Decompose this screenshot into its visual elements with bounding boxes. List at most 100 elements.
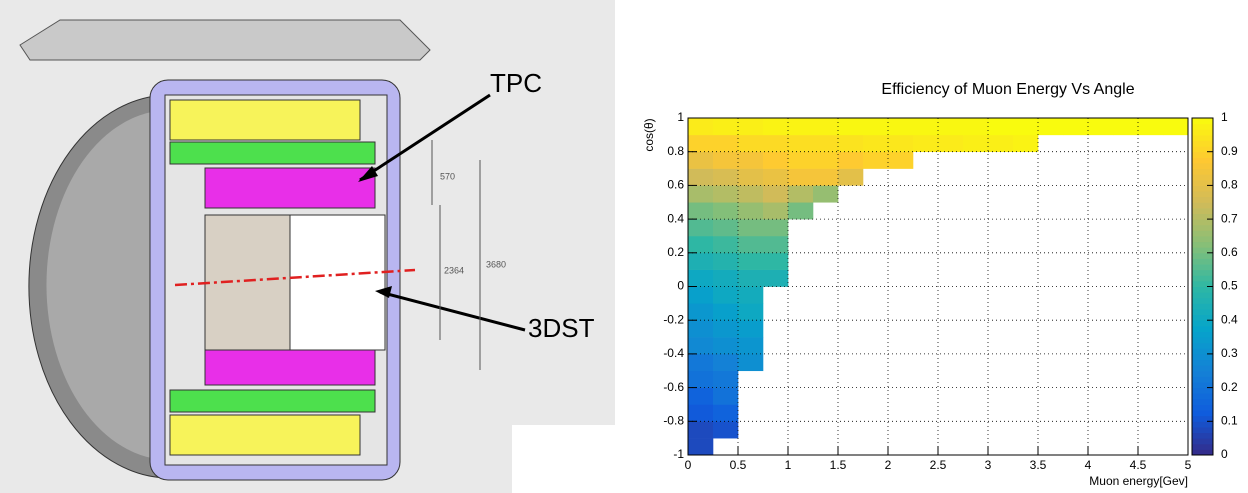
heatmap-cell — [713, 134, 739, 152]
heatmap-cell — [763, 269, 789, 287]
heatmap-cell — [688, 252, 714, 270]
heatmap-cell — [688, 202, 714, 220]
x-tick-label: 0 — [685, 458, 692, 472]
plot: 0 0.5 1 1.5 2 2.5 3 3.5 4 4.5 5 -1 -0.8 -0.6 -0.4 -0.2 0… — [663, 110, 1238, 472]
colorbar-segment — [1192, 376, 1213, 383]
colorbar-segment — [1192, 247, 1213, 254]
heatmap-cell — [713, 269, 739, 287]
heatmap-cell — [788, 202, 814, 220]
heatmap-cell — [788, 134, 814, 152]
heatmap-cell — [963, 134, 989, 152]
heatmap-cell — [688, 118, 714, 136]
colorbar-tick-label: 0.5 — [1221, 279, 1238, 293]
colorbar-tick-label: 1 — [1221, 110, 1228, 124]
heatmap-cell — [788, 185, 814, 203]
heatmap-cell — [713, 235, 739, 254]
heatmap-cell — [713, 353, 739, 372]
3dst-label: 3DST — [528, 313, 595, 343]
x-axis-title: Muon energy[Gev] — [1089, 474, 1188, 488]
heatmap-cell — [738, 202, 764, 220]
colorbar-tick-label: 0.2 — [1221, 380, 1238, 394]
heatmap-cell — [1088, 118, 1114, 136]
top-plate — [19, 19, 431, 61]
heatmap-cell — [688, 370, 714, 388]
colorbar-segment — [1192, 320, 1213, 327]
colorbar-segment — [1192, 191, 1213, 198]
heatmap-cell — [988, 118, 1014, 136]
heatmap-cell — [688, 303, 714, 321]
colorbar-segment — [1192, 207, 1213, 214]
colorbar-segment — [1192, 185, 1213, 192]
tpc-bottom — [204, 344, 376, 386]
heatmap-cell — [688, 219, 714, 237]
heatmap-cell — [788, 168, 814, 186]
colorbar-segment — [1192, 303, 1213, 310]
colorbar-segment — [1192, 230, 1213, 237]
ecal-top — [169, 99, 361, 141]
x-tick-label: 2.5 — [930, 458, 947, 472]
y-tick-label: -1 — [673, 447, 684, 461]
heatmap-cell — [713, 370, 739, 388]
colorbar-segment — [1192, 264, 1213, 271]
colorbar-segment — [1192, 393, 1213, 400]
heatmap-cell — [738, 134, 764, 152]
colorbar-segment — [1192, 308, 1213, 316]
heatmap-cell — [738, 337, 764, 355]
y-tick-label: 0.6 — [667, 178, 684, 192]
colorbar-segment — [1192, 443, 1213, 450]
heatmap-cell — [838, 118, 864, 136]
heatmap-cell — [713, 387, 739, 405]
heatmap-cell — [888, 151, 914, 169]
colorbar-segment — [1192, 292, 1213, 299]
heatmap-cell — [763, 168, 789, 186]
heatmap-cell — [738, 303, 764, 321]
heatmap-cell — [813, 118, 839, 136]
colorbar-segment — [1192, 370, 1213, 377]
heatmap-cell — [863, 134, 889, 152]
heatmap-cell — [738, 286, 764, 304]
x-tick-label: 1.5 — [830, 458, 847, 472]
tpc-arrowhead — [358, 166, 378, 182]
heatmap-cell — [688, 168, 714, 186]
layer-top — [169, 141, 376, 165]
heatmap-cell — [713, 118, 739, 136]
y-axis-title: cos(θ) — [642, 118, 656, 151]
heatmap-cell — [888, 134, 914, 152]
colorbar-tick-label: 0.8 — [1221, 178, 1238, 192]
heatmap-cell — [763, 185, 789, 203]
colorbar-tick-label: 0.3 — [1221, 346, 1238, 360]
y-tick-label: 1 — [677, 110, 684, 124]
heatmap-cell — [813, 151, 839, 169]
heatmap-cell — [813, 168, 839, 186]
heatmap-cell — [688, 235, 714, 254]
colorbar-segment — [1192, 381, 1213, 389]
heatmap-cell — [888, 118, 914, 136]
heatmap-cell — [738, 235, 764, 254]
colorbar-segment — [1192, 269, 1213, 276]
colorbar-tick-label: 0.1 — [1221, 413, 1238, 427]
colorbar-segment — [1192, 168, 1213, 175]
colorbar-segment — [1192, 348, 1213, 355]
colorbar-tick-label: 0.4 — [1221, 312, 1238, 326]
heatmap-cell — [688, 337, 714, 355]
heatmap-cell — [913, 134, 939, 152]
heatmap-cell — [713, 421, 739, 439]
heatmap-cell — [688, 185, 714, 203]
heatmap-cell — [688, 286, 714, 304]
heatmap-cell — [763, 235, 789, 254]
heatmap-cell — [763, 202, 789, 220]
x-tick-label: 4 — [1085, 458, 1092, 472]
cube-right — [289, 214, 386, 351]
colorbar-segment — [1192, 426, 1213, 434]
colorbar-segment — [1192, 134, 1213, 141]
colorbar-segment — [1192, 202, 1213, 209]
dim-label: 570 — [440, 171, 455, 181]
heatmap-cell — [863, 151, 889, 169]
colorbar-segment — [1192, 224, 1213, 231]
colorbar-segment — [1192, 196, 1213, 203]
heatmap-cell — [713, 252, 739, 270]
heatmap-cell — [738, 269, 764, 287]
colorbar-segment — [1192, 337, 1213, 344]
colorbar-segment — [1192, 252, 1213, 259]
heatmap-cell — [938, 118, 964, 136]
